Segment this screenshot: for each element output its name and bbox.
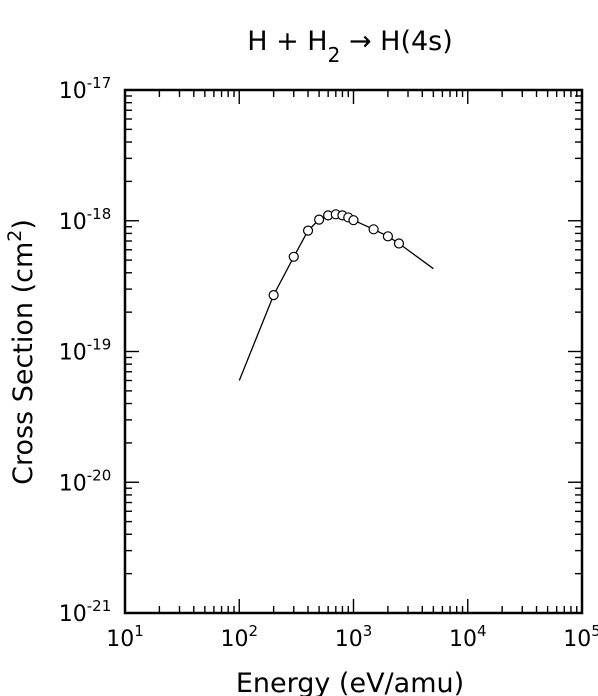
data-point: [368, 224, 379, 235]
y-axis-label: Cross Section (cm2): [4, 219, 39, 485]
x-axis-label: Energy (eV/amu): [236, 668, 464, 696]
series-line: [238, 213, 434, 381]
x-tick-label: 105: [563, 622, 598, 652]
y-tick-label: 10-19: [59, 336, 112, 366]
x-tick-label: 103: [335, 622, 373, 652]
data-point: [393, 238, 405, 249]
data-point: [288, 251, 299, 262]
x-tick-label: 101: [106, 622, 144, 652]
y-tick-label: 10-18: [59, 205, 112, 235]
x-tick-label: 104: [449, 622, 487, 652]
data-point: [268, 289, 279, 301]
y-tick-label: 10-20: [59, 466, 112, 496]
data-point: [314, 214, 325, 225]
y-tick-label: 10-17: [59, 74, 112, 104]
data-point: [382, 231, 393, 242]
chart-title: H + H2 → H(4s): [247, 26, 453, 67]
data-point: [302, 225, 314, 236]
data-point: [348, 215, 359, 226]
plot-frame: [123, 88, 584, 615]
y-tick-label: 10-21: [59, 597, 112, 627]
x-tick-label: 102: [220, 622, 258, 652]
